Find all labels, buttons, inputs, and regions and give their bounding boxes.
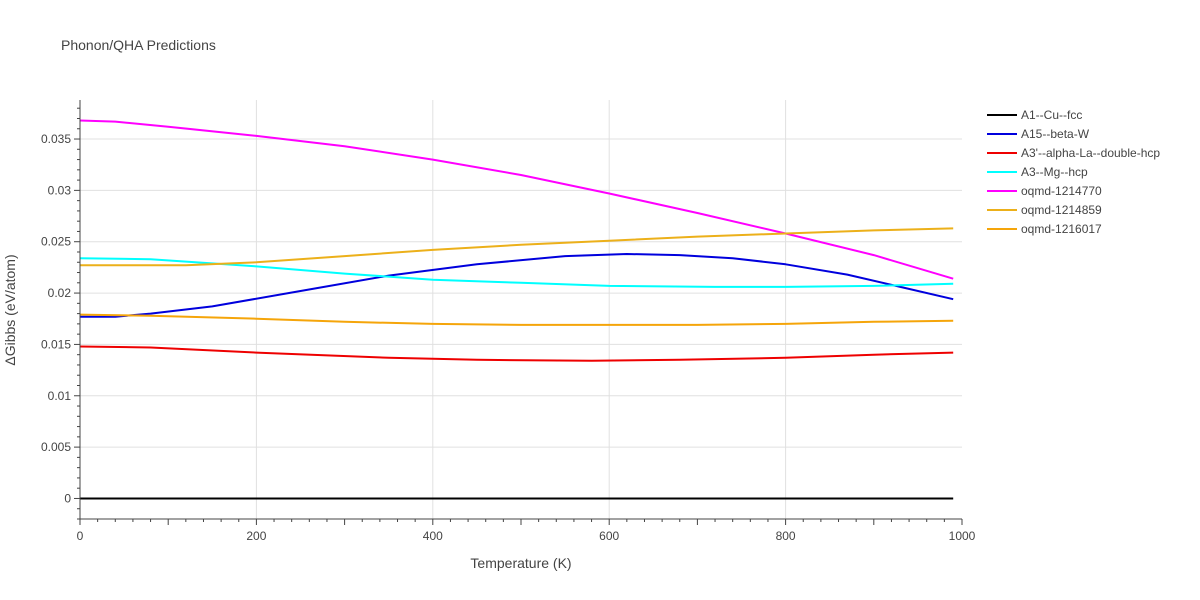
legend-label: oqmd-1216017 — [1021, 222, 1102, 236]
y-tick-labels: 0 0.005 0.01 0.015 0.02 0.025 0.03 0.035 — [41, 132, 71, 505]
y-tick-label: 0.035 — [41, 132, 71, 146]
y-tick-label: 0.01 — [48, 389, 72, 403]
legend-label: A15--beta-W — [1021, 127, 1090, 141]
series-lines — [79, 119, 954, 500]
x-tick-label: 0 — [77, 529, 84, 543]
legend-label: A3'--alpha-La--double-hcp — [1021, 146, 1160, 160]
series-line-4 — [79, 119, 954, 280]
x-tick-label: 1000 — [949, 529, 976, 543]
chart-title: Phonon/QHA Predictions — [61, 37, 216, 53]
x-tick-label: 600 — [599, 529, 619, 543]
x-tick-label: 800 — [776, 529, 796, 543]
x-axis-title: Temperature (K) — [470, 555, 571, 571]
y-tick-label: 0.03 — [48, 183, 72, 197]
y-tick-label: 0 — [64, 491, 71, 505]
series-line-2 — [79, 345, 954, 362]
y-tick-label: 0.025 — [41, 235, 71, 249]
y-tick-label: 0.02 — [48, 286, 72, 300]
y-tick-label: 0.015 — [41, 337, 71, 351]
x-tick-labels: 0 200 400 600 800 1000 — [77, 529, 976, 543]
x-tick-label: 400 — [423, 529, 443, 543]
series-line-1 — [80, 253, 954, 318]
legend-label: oqmd-1214859 — [1021, 203, 1102, 217]
legend-label: oqmd-1214770 — [1021, 184, 1102, 198]
series-line-6 — [79, 313, 954, 326]
y-axis-title: ΔGibbs (eV/atom) — [2, 254, 18, 365]
legend-label: A3--Mg--hcp — [1021, 165, 1088, 179]
series-line-5 — [80, 227, 954, 267]
legend-label: A1--Cu--fcc — [1021, 108, 1082, 122]
series-line-3 — [79, 257, 954, 288]
y-tick-label: 0.005 — [41, 440, 71, 454]
axes — [74, 100, 963, 525]
x-tick-label: 200 — [246, 529, 266, 543]
legend: A1--Cu--fcc A15--beta-W A3'--alpha-La--dou… — [987, 108, 1160, 236]
grid — [80, 100, 962, 519]
